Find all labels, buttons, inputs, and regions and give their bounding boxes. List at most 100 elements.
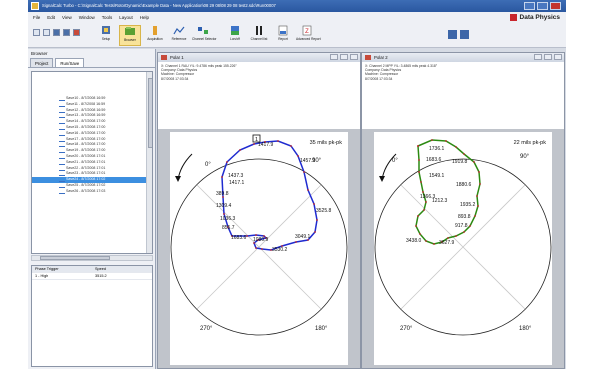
angle-label: 270° [400, 326, 413, 332]
data-point [316, 219, 318, 221]
polar-1-info: X: Channel 1 RAU Y/L: 9.4786 mils peak 1… [158, 62, 360, 129]
tree-item[interactable]: Save19 - 8/7/2008 17:00 [32, 148, 152, 154]
scroll-thumb[interactable] [40, 256, 110, 260]
tree-item[interactable]: Save23 - 8/7/2008 17:01 [32, 171, 152, 177]
tab-run-save[interactable]: Run/Save [55, 58, 85, 67]
menu-tools[interactable]: Tools [101, 15, 113, 20]
data-point [419, 233, 421, 235]
rpm-label: 1417.9 [258, 142, 274, 148]
reference-button[interactable]: Reference [168, 25, 190, 46]
menu-view[interactable]: View [62, 15, 72, 20]
data-point [474, 215, 476, 217]
close-button[interactable] [350, 54, 358, 60]
title-bar: SignalCalc Turbo - C:\SignalCalc Tests\R… [28, 0, 566, 12]
waveform-icon [59, 97, 65, 101]
rpm-label: 1880.6 [456, 182, 472, 188]
data-point [303, 171, 305, 173]
maximize-button[interactable] [340, 54, 348, 60]
brand-name: Data Physics [519, 14, 560, 21]
polar-2-title: Polar 2 [374, 55, 388, 60]
tree-item[interactable]: Save11 - 8/7/2008 16:59 [32, 102, 152, 108]
maximize-button[interactable] [537, 2, 548, 10]
advanced-report-icon: Z [302, 25, 312, 36]
info-line: Machine: Compressor [161, 72, 195, 77]
tree-item-label: Save10 - 8/7/2008 16:59 [66, 96, 106, 100]
new-icon[interactable] [33, 29, 40, 36]
scale-label: 22 mils pk-pk [514, 140, 547, 146]
angle-label: 0° [205, 162, 211, 168]
tree-item[interactable]: Save17 - 8/7/2008 17:00 [32, 137, 152, 143]
data-point [415, 225, 417, 227]
response-curve [221, 140, 318, 251]
tree-item[interactable]: Save12 - 8/7/2008 16:59 [32, 108, 152, 114]
tree-item[interactable]: Save13 - 8/7/2008 16:59 [32, 113, 152, 119]
acquisition-button[interactable]: Acquisition [144, 25, 166, 46]
main-toolbar: Setup Browser Acquisition Reference Chan… [28, 23, 566, 48]
scale-label: 35 mils pk-pk [310, 140, 343, 146]
rpm-label: 1683.6 [231, 235, 247, 241]
waveform-icon [59, 190, 65, 194]
minimize-button[interactable] [330, 54, 338, 60]
waveform-icon [59, 103, 65, 107]
menu-window[interactable]: Window [78, 15, 95, 20]
menu-help[interactable]: Help [139, 15, 150, 20]
polar-2-plot[interactable]: 22 mils pk-pk 0° 90° 180° 270° 1736.1 1683.6 15… [374, 132, 552, 365]
tree-vertical-scrollbar[interactable] [146, 72, 152, 253]
tree-item[interactable]: Save21 - 8/7/2008 17:01 [32, 160, 152, 166]
tree-item[interactable]: Save24 - 8/7/2008 17:02 [32, 177, 152, 183]
save-as-icon[interactable] [63, 29, 70, 36]
data-point [277, 140, 279, 142]
lon-off-button[interactable]: Lon/off [224, 25, 246, 46]
polar-2-window[interactable]: Polar 2 X: Channel 2 MPP Y/L: 3.4865 mil… [361, 52, 565, 369]
rpm-label: 1036.3 [220, 216, 236, 222]
scroll-thumb[interactable] [148, 78, 152, 148]
close-button[interactable] [550, 2, 561, 10]
browser-button[interactable]: Browser [119, 25, 141, 46]
polar-window-icon [365, 55, 371, 60]
tab-project[interactable]: Project [30, 58, 54, 67]
grid-layout-icon[interactable] [460, 30, 469, 39]
channel-selector-button[interactable]: Channel Selector [192, 25, 216, 46]
tree-item[interactable]: Save16 - 8/7/2008 17:00 [32, 131, 152, 137]
menu-edit[interactable]: Edit [47, 15, 56, 20]
polar-2-info: X: Channel 2 MPP Y/L: 3.4865 mils peak 4… [362, 62, 564, 129]
tree-item[interactable]: Save15 - 8/7/2008 17:00 [32, 125, 152, 131]
close-button[interactable] [554, 54, 562, 60]
tree-item[interactable]: Save10 - 8/7/2008 16:59 [32, 96, 152, 102]
menu-file[interactable]: File [33, 15, 41, 20]
polar-1-window[interactable]: Polar 1 X: Channel 1 RAU Y/L: 9.4786 mil… [157, 52, 361, 369]
print-icon[interactable] [73, 29, 80, 36]
channel-list-button[interactable]: Channel list [248, 25, 270, 46]
report-button[interactable]: Report [272, 25, 294, 46]
minimize-button[interactable] [524, 2, 535, 10]
tree-item[interactable]: Save14 - 8/7/2008 17:00 [32, 119, 152, 125]
rotation-arrowhead [175, 176, 181, 182]
browser-panel: Browser Project Run/Save Save10 - 8/7/20… [28, 49, 156, 369]
data-point [469, 225, 471, 227]
tree-item-label: Save23 - 8/7/2008 17:01 [66, 171, 106, 176]
tree-item[interactable]: Save18 - 8/7/2008 17:00 [32, 142, 152, 148]
tree-horizontal-scrollbar[interactable] [31, 255, 153, 261]
table-row[interactable]: 1 - High 3515.2 [32, 273, 152, 280]
tree-item[interactable]: Save25 - 8/7/2008 17:02 [32, 183, 152, 189]
minimize-button[interactable] [534, 54, 542, 60]
data-point [297, 155, 299, 157]
tile-layout-icon[interactable] [448, 30, 457, 39]
menu-layout[interactable]: Layout [119, 15, 133, 20]
tree-item-label: Save26 - 8/7/2008 17:03 [66, 188, 106, 193]
polar-1-plot[interactable]: 35 mils pk-pk 1 0° 90° 180° 270° 1417.9 1457.1 1… [170, 132, 348, 365]
save-icon[interactable] [53, 29, 60, 36]
maximize-button[interactable] [544, 54, 552, 60]
data-point [425, 240, 427, 242]
angle-label: 0° [392, 158, 398, 164]
tree-item[interactable]: Save20 - 8/7/2008 17:01 [32, 154, 152, 160]
rpm-label: 1212.3 [432, 198, 448, 204]
tree-item-label: Save18 - 8/7/2008 17:00 [66, 142, 106, 147]
tree-item[interactable]: Save22 - 8/7/2008 17:01 [32, 166, 152, 172]
advanced-report-button[interactable]: Z Advanced Report [296, 25, 321, 46]
open-icon[interactable] [43, 29, 50, 36]
rpm-label: 1366.3 [420, 194, 436, 200]
tree-item[interactable]: Save26 - 8/7/2008 17:03 [32, 189, 152, 195]
setup-button[interactable]: Setup [95, 25, 117, 46]
data-point [307, 189, 309, 191]
